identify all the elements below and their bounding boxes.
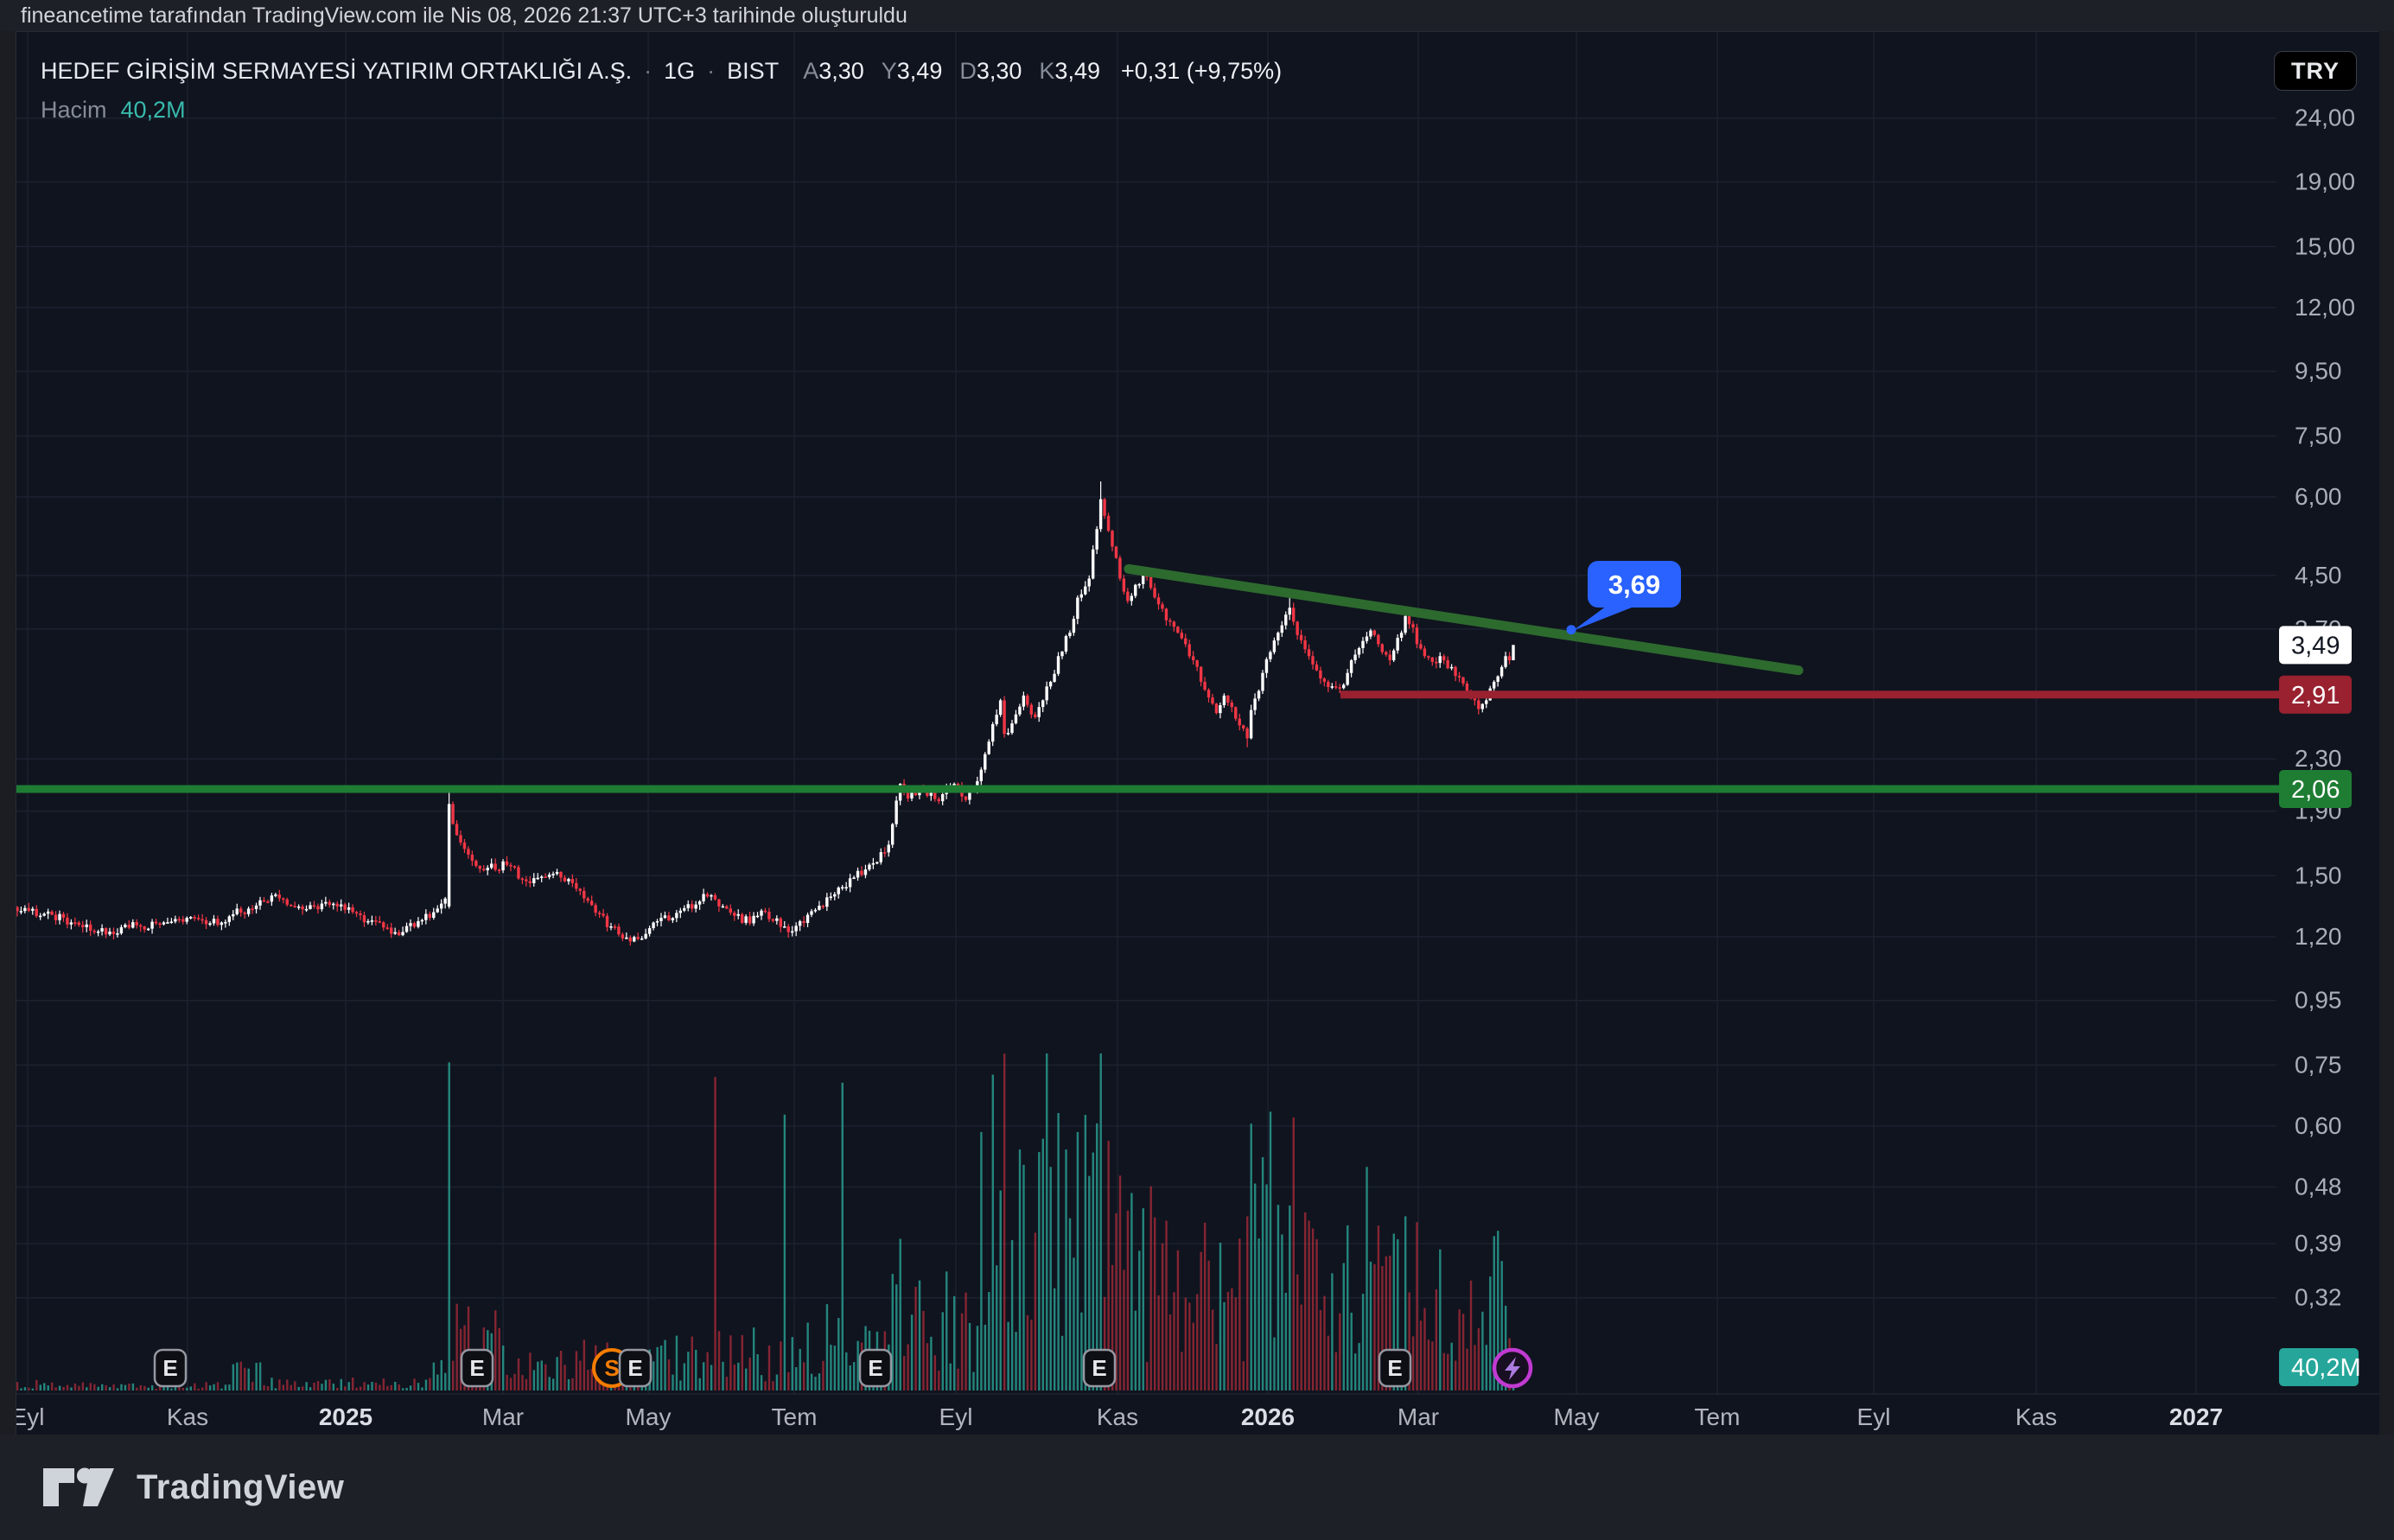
svg-text:15,00: 15,00 bbox=[2295, 232, 2355, 259]
svg-text:Mar: Mar bbox=[1398, 1403, 1439, 1430]
interval-label: 1G bbox=[664, 58, 696, 84]
svg-text:2,06: 2,06 bbox=[2291, 776, 2340, 804]
high-value: 3,49 bbox=[896, 58, 943, 84]
low-value: 3,30 bbox=[976, 58, 1022, 84]
svg-text:0,60: 0,60 bbox=[2295, 1112, 2342, 1139]
svg-text:40,2M: 40,2M bbox=[2291, 1354, 2361, 1382]
svg-text:2025: 2025 bbox=[319, 1403, 372, 1430]
grid-layer bbox=[16, 32, 2276, 1394]
flash-event-badge[interactable] bbox=[1492, 1347, 1533, 1389]
svg-text:12,00: 12,00 bbox=[2295, 294, 2355, 321]
svg-text:2,30: 2,30 bbox=[2295, 745, 2342, 772]
svg-text:Mar: Mar bbox=[482, 1403, 524, 1430]
bottom-bar: TradingView bbox=[0, 1435, 2394, 1540]
attribution-text: fineancetime tarafından TradingView.com … bbox=[0, 0, 2394, 31]
chart-legend: HEDEF GİRİŞİM SERMAYESİ YATIRIM ORTAKLIĞ… bbox=[41, 58, 1282, 124]
svg-text:Kas: Kas bbox=[2015, 1403, 2057, 1430]
svg-text:Kas: Kas bbox=[167, 1403, 208, 1430]
svg-text:Eyl: Eyl bbox=[1857, 1403, 1891, 1430]
price-callout[interactable]: 3,69 bbox=[1566, 561, 1682, 635]
svg-text:1,50: 1,50 bbox=[2295, 862, 2342, 888]
svg-text:3,69: 3,69 bbox=[1608, 570, 1660, 600]
legend-volume-row[interactable]: Hacim 40,2M bbox=[41, 97, 1282, 124]
ohlc-values: A3,30 Y3,49 D3,30 K3,49 bbox=[803, 58, 1100, 85]
candlestick-layer bbox=[16, 481, 1515, 946]
drawings-layer: 3,69 bbox=[16, 561, 2289, 793]
separator-dot: · bbox=[644, 58, 653, 84]
descending-trendline[interactable] bbox=[1124, 563, 1804, 676]
earnings-badge[interactable]: E bbox=[618, 1348, 653, 1388]
currency-toggle-button[interactable]: TRY bbox=[2274, 51, 2357, 91]
lightning-icon bbox=[1505, 1357, 1520, 1380]
chart-panel: S E E E E E E 3,69 24,00 19,00 15,00 12,00 9,50 7,50 6… bbox=[16, 31, 2379, 1435]
svg-text:2,91: 2,91 bbox=[2291, 682, 2340, 710]
high-key: Y bbox=[881, 58, 897, 84]
earnings-badge[interactable]: E bbox=[460, 1348, 494, 1388]
earnings-badge[interactable]: E bbox=[1082, 1348, 1117, 1388]
last-price-label: 3,49 bbox=[2279, 626, 2352, 665]
svg-text:2026: 2026 bbox=[1241, 1403, 1295, 1430]
svg-text:2027: 2027 bbox=[2169, 1403, 2223, 1430]
chart-canvas[interactable]: SE E E E E E3,6924,0019,0015,0012,009,507,506… bbox=[16, 32, 2379, 1435]
volume-label: Hacim bbox=[41, 97, 107, 123]
close-value: 3,49 bbox=[1054, 58, 1100, 84]
svg-text:Kas: Kas bbox=[1097, 1403, 1138, 1430]
svg-text:Eyl: Eyl bbox=[16, 1403, 44, 1430]
price-axis[interactable]: 24,0019,0015,0012,009,507,506,004,503,70… bbox=[2295, 105, 2355, 1311]
tradingview-logo-text: TradingView bbox=[137, 1467, 345, 1506]
symbol-title: HEDEF GİRİŞİM SERMAYESİ YATIRIM ORTAKLIĞ… bbox=[41, 58, 633, 84]
svg-text:0,95: 0,95 bbox=[2295, 987, 2342, 1014]
svg-text:E: E bbox=[627, 1355, 642, 1381]
change-value: +0,31 (+9,75%) bbox=[1120, 58, 1283, 84]
red-line-price-label: 2,91 bbox=[2279, 675, 2352, 714]
svg-text:E: E bbox=[1387, 1355, 1402, 1381]
tradingview-logo[interactable]: TradingView bbox=[41, 1465, 344, 1510]
svg-text:E: E bbox=[469, 1355, 484, 1381]
svg-text:24,00: 24,00 bbox=[2295, 105, 2355, 131]
earnings-badge[interactable]: E bbox=[1378, 1348, 1412, 1388]
svg-text:Tem: Tem bbox=[772, 1403, 818, 1430]
svg-text:19,00: 19,00 bbox=[2295, 169, 2355, 195]
svg-text:E: E bbox=[1092, 1355, 1106, 1381]
svg-text:Tem: Tem bbox=[1695, 1403, 1741, 1430]
volume-axis-label: 40,2M bbox=[2279, 1348, 2361, 1386]
svg-text:E: E bbox=[162, 1355, 177, 1381]
svg-text:6,00: 6,00 bbox=[2295, 483, 2342, 510]
svg-text:Eyl: Eyl bbox=[939, 1403, 973, 1430]
svg-text:0,39: 0,39 bbox=[2295, 1230, 2342, 1257]
time-axis[interactable]: Eyl Kas 2025 Mar May Tem Eyl Kas 2026 Mar May Tem Ey… bbox=[16, 1393, 2379, 1430]
legend-symbol-row[interactable]: HEDEF GİRİŞİM SERMAYESİ YATIRIM ORTAKLIĞ… bbox=[41, 58, 1282, 85]
volume-value: 40,2M bbox=[120, 97, 186, 123]
low-key: D bbox=[959, 58, 977, 84]
svg-text:4,50: 4,50 bbox=[2295, 562, 2342, 589]
svg-text:7,50: 7,50 bbox=[2295, 422, 2342, 449]
open-key: A bbox=[803, 58, 819, 84]
separator-dot: · bbox=[707, 58, 716, 84]
svg-text:S: S bbox=[604, 1355, 619, 1381]
svg-text:May: May bbox=[1554, 1403, 1600, 1430]
close-key: K bbox=[1039, 58, 1055, 84]
svg-text:May: May bbox=[626, 1403, 672, 1430]
earnings-badge[interactable]: E bbox=[153, 1348, 188, 1388]
open-value: 3,30 bbox=[818, 58, 864, 84]
svg-text:0,48: 0,48 bbox=[2295, 1174, 2342, 1200]
svg-text:E: E bbox=[868, 1355, 882, 1381]
svg-text:3,49: 3,49 bbox=[2291, 632, 2340, 659]
earnings-badge[interactable]: E bbox=[858, 1348, 893, 1388]
svg-text:9,50: 9,50 bbox=[2295, 358, 2342, 385]
tradingview-logo-icon bbox=[43, 1467, 114, 1506]
svg-text:0,32: 0,32 bbox=[2295, 1284, 2342, 1311]
event-markers: SE E E E E E bbox=[153, 1347, 1533, 1389]
svg-text:1,20: 1,20 bbox=[2295, 923, 2342, 950]
svg-text:0,75: 0,75 bbox=[2295, 1051, 2342, 1078]
green-line-price-label: 2,06 bbox=[2279, 769, 2352, 808]
exchange-label: BIST bbox=[727, 58, 780, 84]
